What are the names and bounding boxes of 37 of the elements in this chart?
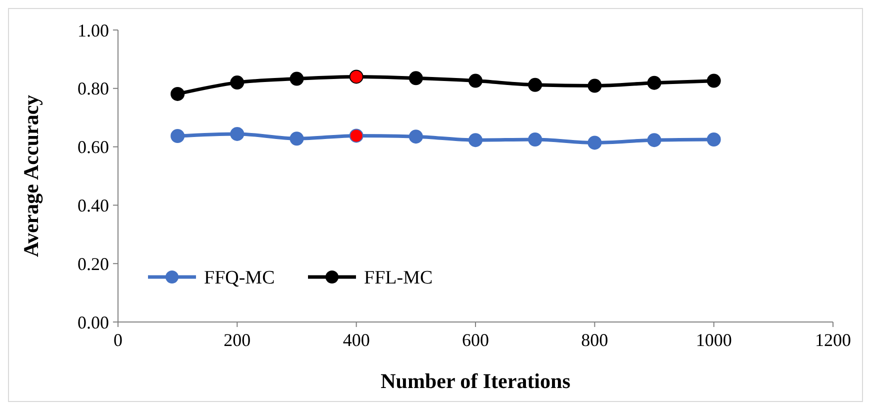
y-tick-label: 0.20 bbox=[78, 254, 109, 274]
y-tick-label: 0.80 bbox=[78, 78, 109, 99]
legend-label: FFL-MC bbox=[364, 268, 433, 289]
point bbox=[706, 132, 721, 146]
x-tick-label: 1000 bbox=[696, 330, 732, 350]
point bbox=[468, 74, 482, 88]
y-tick-label: 1.00 bbox=[78, 20, 109, 40]
point bbox=[349, 70, 364, 84]
point bbox=[290, 72, 304, 86]
x-tick-label: 800 bbox=[581, 330, 608, 350]
point bbox=[706, 74, 721, 88]
point bbox=[588, 78, 602, 93]
y-axis-title: Average Accuracy bbox=[19, 94, 43, 258]
point bbox=[230, 76, 244, 90]
y-tick-label: 0.40 bbox=[78, 196, 109, 216]
point bbox=[408, 71, 423, 86]
point bbox=[170, 86, 185, 101]
point bbox=[468, 133, 482, 148]
point bbox=[647, 76, 662, 90]
x-tick-label: 1200 bbox=[815, 330, 851, 350]
x-axis-title: Number of Iterations bbox=[380, 369, 570, 393]
y-tick-label: 0.60 bbox=[78, 137, 109, 158]
x-tick-label: 0 bbox=[114, 330, 122, 350]
point bbox=[528, 132, 542, 146]
point bbox=[588, 136, 602, 150]
point bbox=[170, 128, 185, 143]
point bbox=[349, 128, 364, 143]
y-tick-label: 0.00 bbox=[78, 312, 109, 332]
x-tick-label: 200 bbox=[224, 330, 251, 350]
point bbox=[528, 78, 542, 92]
legend-label: FFQ-MC bbox=[204, 268, 275, 289]
point bbox=[647, 133, 662, 148]
point bbox=[230, 126, 244, 141]
x-tick-label: 400 bbox=[342, 330, 370, 350]
point bbox=[290, 132, 304, 146]
x-tick-label: 600 bbox=[462, 330, 489, 350]
point bbox=[408, 130, 423, 144]
